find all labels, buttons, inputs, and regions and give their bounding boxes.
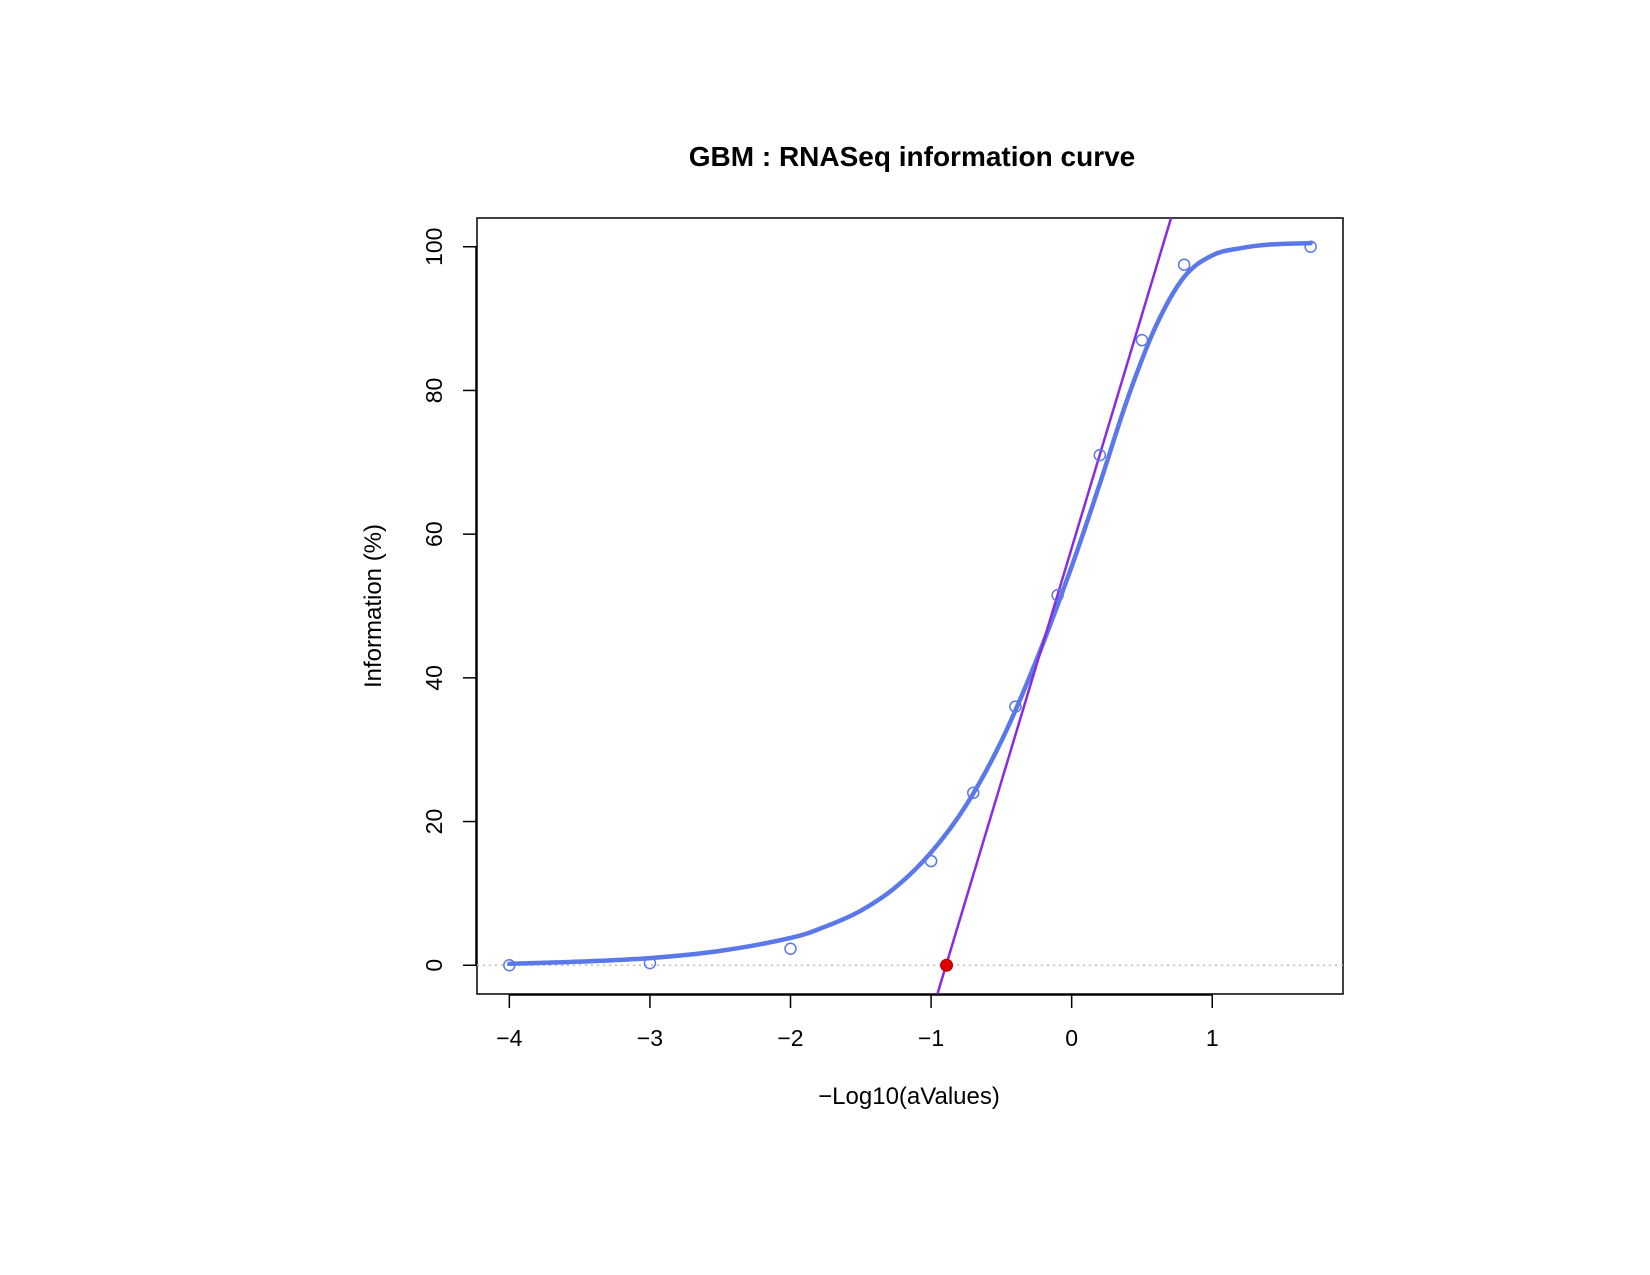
data-point	[1051, 588, 1064, 602]
intercept-point	[940, 958, 954, 972]
x-tick-label: −1	[918, 1025, 944, 1051]
data-point	[1177, 258, 1191, 271]
x-tick-label: −2	[777, 1025, 803, 1051]
chart-title: GBM : RNASeq information curve	[689, 141, 1135, 172]
x-tick-label: −4	[496, 1025, 522, 1051]
y-axis-label: Information (%)	[360, 524, 387, 688]
data-point	[784, 942, 797, 955]
x-axis: −4 −3 −2 −1 0 1	[496, 994, 1219, 1051]
y-tick-label: 0	[421, 959, 447, 972]
data-point	[1009, 700, 1022, 713]
fit-curve	[507, 240, 1313, 967]
y-axis: 0 20 40 60 80 100	[421, 228, 477, 972]
y-tick-label: 40	[421, 665, 447, 691]
data-point	[924, 854, 938, 868]
data-point	[643, 956, 657, 970]
y-tick-label: 100	[421, 228, 447, 266]
y-tick-label: 20	[421, 809, 447, 835]
y-tick-label: 60	[421, 521, 447, 547]
tangent-line	[936, 217, 1173, 995]
data-point	[967, 786, 980, 800]
data-point	[1304, 240, 1317, 253]
x-tick-label: −3	[637, 1025, 663, 1051]
data-point	[503, 959, 516, 972]
x-tick-label: 0	[1065, 1025, 1078, 1051]
x-tick-label: 1	[1206, 1025, 1219, 1051]
x-axis-label: −Log10(aValues)	[818, 1083, 1000, 1110]
data-point	[1135, 333, 1149, 347]
y-tick-label: 80	[421, 378, 447, 404]
plot-frame	[476, 217, 1344, 995]
data-point	[1093, 448, 1107, 462]
